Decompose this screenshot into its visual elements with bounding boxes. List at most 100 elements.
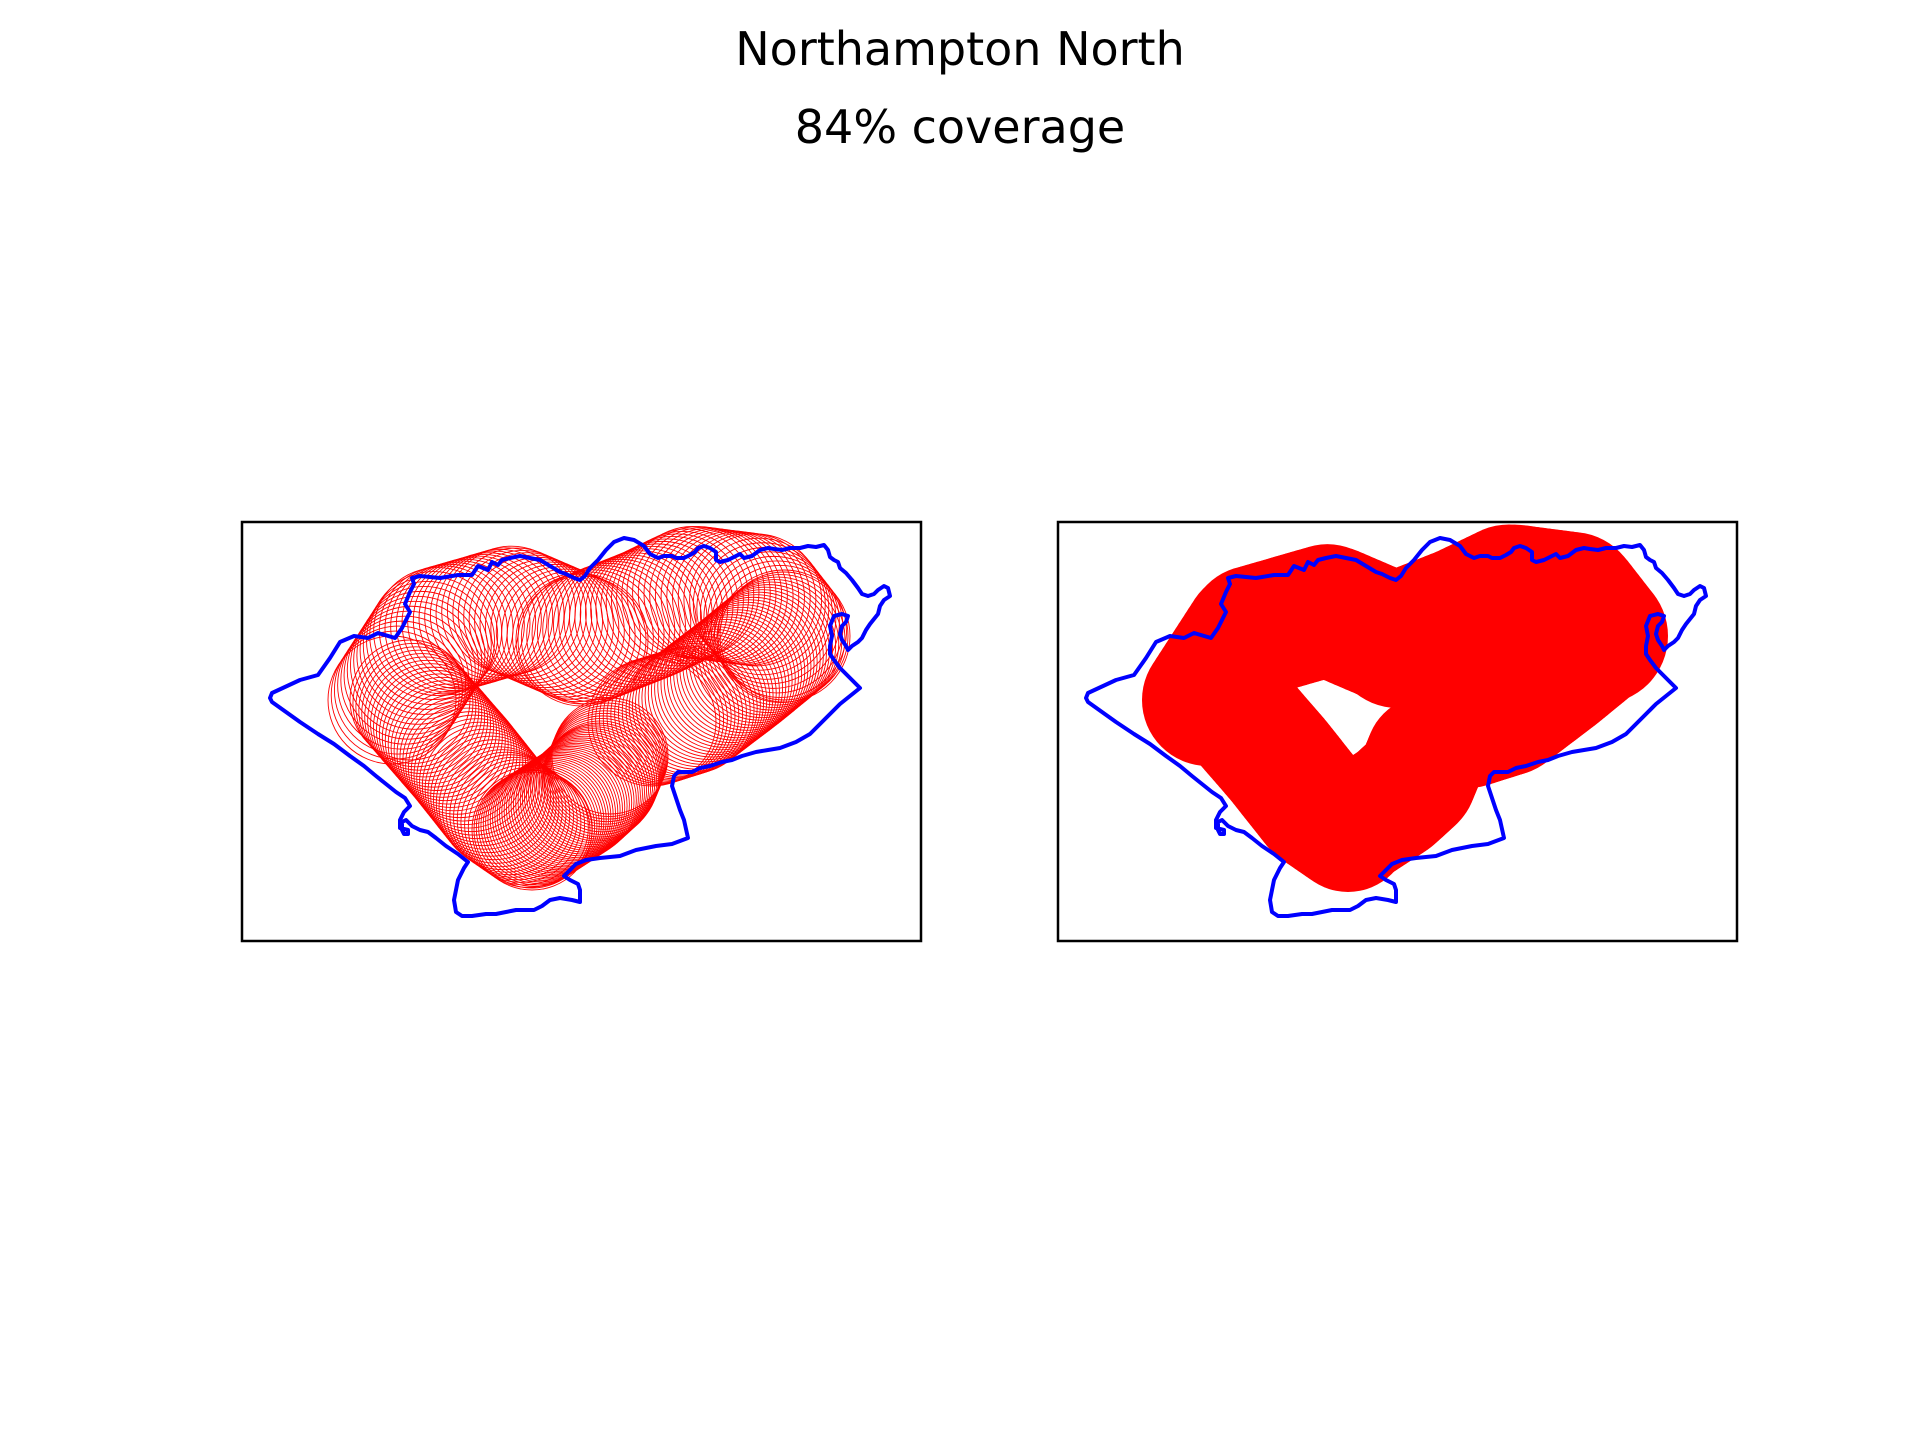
- coverage-circle: [452, 547, 582, 677]
- coverage-circle: [501, 568, 631, 698]
- coverage-circle: [429, 550, 559, 680]
- coverage-circle: [490, 563, 620, 693]
- coverage-circle: [352, 642, 474, 764]
- coverage-circle: [691, 594, 821, 724]
- coverage-fill-circle: [1366, 696, 1486, 816]
- coverage-circle: [438, 746, 560, 868]
- coverage-circle: [536, 726, 654, 844]
- coverage-circle: [515, 573, 649, 707]
- coverage-circle: [359, 585, 489, 715]
- coverage-circle: [685, 599, 815, 729]
- coverage-circle: [688, 596, 818, 726]
- constituency-boundary: [1084, 536, 1708, 918]
- coverage-circle: [523, 737, 641, 855]
- coverage-circle: [591, 656, 721, 786]
- coverage-circle: [543, 717, 660, 835]
- coverage-circle: [548, 705, 666, 823]
- coverage-circle: [418, 553, 548, 683]
- coverage-circle: [419, 721, 540, 843]
- coverage-circle: [536, 565, 670, 699]
- coverage-circle: [474, 556, 604, 686]
- coverage-circle: [694, 591, 824, 721]
- coverage-circle: [464, 764, 586, 886]
- coverage-circle: [541, 720, 659, 838]
- coverage-circle: [515, 744, 633, 862]
- coverage-circle: [370, 663, 492, 785]
- coverage-circle: [484, 561, 614, 691]
- coverage-circle: [508, 748, 626, 866]
- coverage-circle: [703, 551, 837, 685]
- coverage-circle: [530, 731, 647, 849]
- coverage-circle: [433, 739, 554, 861]
- coverage-circle: [546, 710, 664, 828]
- coverage-circle: [683, 532, 817, 666]
- constituency-boundary: [268, 536, 892, 918]
- coverage-circle: [510, 747, 628, 865]
- coverage-circle: [361, 653, 483, 775]
- coverage-area-filled: [1142, 524, 1668, 892]
- coverage-circle: [551, 697, 669, 815]
- coverage-circle: [676, 606, 806, 736]
- coverage-circle: [402, 700, 524, 822]
- coverage-circle: [463, 552, 593, 682]
- coverage-circle: [650, 626, 780, 756]
- coverage-circle: [421, 725, 543, 847]
- coverage-circle: [390, 687, 512, 808]
- coverage-circle: [602, 652, 732, 782]
- coverage-circle: [647, 628, 777, 758]
- coverage-circle: [501, 753, 619, 871]
- coverage-circle: [621, 646, 751, 776]
- coverage-circle: [346, 605, 476, 735]
- coverage-circle: [532, 730, 650, 848]
- coverage-circle: [505, 750, 623, 868]
- figure-title: Northampton North: [735, 22, 1185, 76]
- coverage-circle: [356, 590, 486, 720]
- coverage-circle: [424, 552, 554, 682]
- coverage-circle: [441, 749, 563, 871]
- coverage-circle: [435, 549, 565, 678]
- coverage-circle: [666, 614, 796, 744]
- coverage-circle: [544, 715, 662, 833]
- coverage-circle: [495, 566, 625, 696]
- coverage-circle: [396, 693, 518, 815]
- coverage-circle: [478, 768, 596, 886]
- coverage-circle: [435, 742, 557, 864]
- coverage-circle: [550, 700, 668, 818]
- coverage-circle: [457, 549, 587, 679]
- coverage-circle: [547, 707, 665, 825]
- coverage-circle: [503, 751, 621, 869]
- coverage-circle: [519, 741, 637, 859]
- coverage-circle: [364, 656, 486, 778]
- coverage-circle: [367, 659, 489, 781]
- coverage-circle: [644, 631, 774, 760]
- coverage-circle: [512, 573, 642, 703]
- coverage-circle: [657, 621, 787, 751]
- coverage-circle: [534, 728, 652, 846]
- coverage-circle: [654, 623, 784, 753]
- coverage-circle: [531, 567, 665, 701]
- coverage-circle: [614, 649, 744, 779]
- coverage-circle: [679, 604, 809, 734]
- coverage-circle: [641, 633, 771, 763]
- coverage-circle: [430, 735, 552, 857]
- coverage-circle: [540, 722, 658, 840]
- coverage-circle: [660, 618, 790, 748]
- coverage-circle: [549, 702, 667, 820]
- coverage-circle: [538, 724, 656, 842]
- coverage-circle: [349, 639, 471, 761]
- right-map-panel: [1056, 520, 1739, 943]
- coverage-circle: [528, 733, 645, 851]
- coverage-circle: [362, 580, 492, 710]
- coverage-circle: [605, 535, 739, 669]
- coverage-circle: [545, 712, 663, 830]
- coverage-subtitle: 84% coverage: [794, 100, 1126, 154]
- coverage-circle: [485, 763, 603, 881]
- coverage-circles-outline: [327, 526, 851, 891]
- coverage-circle: [670, 611, 799, 741]
- left-map-panel: [240, 520, 923, 943]
- coverage-circle: [460, 761, 582, 883]
- coverage-circle: [358, 649, 480, 771]
- coverage-circle: [517, 742, 635, 860]
